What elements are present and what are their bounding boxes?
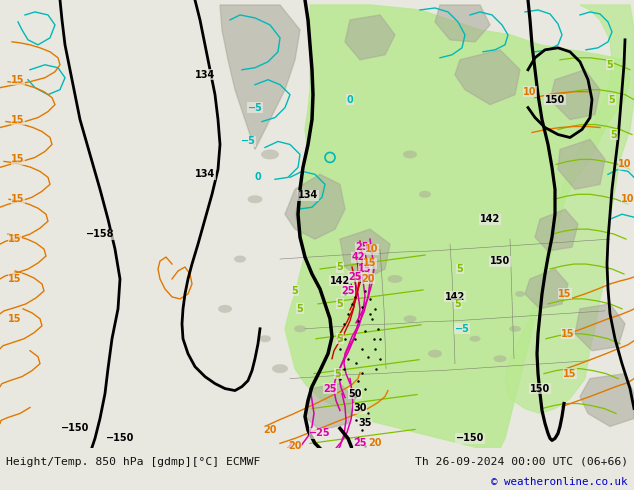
Text: 10: 10 [621, 194, 634, 204]
Text: 25: 25 [323, 384, 337, 393]
Text: 30: 30 [353, 403, 366, 414]
Text: 5: 5 [609, 95, 616, 105]
Text: −5: −5 [240, 137, 256, 147]
Ellipse shape [261, 149, 279, 159]
Polygon shape [220, 5, 300, 149]
Text: 20: 20 [368, 439, 382, 448]
Text: 134: 134 [298, 190, 318, 200]
Ellipse shape [515, 291, 525, 297]
Polygon shape [345, 15, 395, 60]
Text: 15: 15 [11, 194, 25, 204]
Polygon shape [285, 5, 630, 448]
Text: 15: 15 [563, 368, 577, 379]
Text: 15: 15 [11, 115, 25, 124]
Text: 25: 25 [353, 439, 366, 448]
Ellipse shape [234, 256, 246, 263]
Ellipse shape [294, 325, 306, 332]
Text: 15: 15 [8, 234, 22, 244]
Text: 5: 5 [337, 262, 344, 272]
Text: −5: −5 [455, 324, 469, 334]
Text: 25: 25 [341, 286, 355, 296]
Polygon shape [285, 174, 345, 239]
Polygon shape [340, 229, 390, 279]
Text: 15: 15 [561, 329, 575, 339]
Ellipse shape [247, 196, 262, 203]
Text: 20: 20 [361, 274, 375, 284]
Text: 142: 142 [330, 276, 350, 286]
Text: 5: 5 [297, 304, 304, 314]
Text: 15: 15 [363, 258, 377, 268]
Text: 5: 5 [337, 299, 344, 309]
Text: 142: 142 [480, 214, 500, 224]
Text: 150: 150 [530, 384, 550, 393]
Text: 15: 15 [8, 274, 22, 284]
Ellipse shape [259, 335, 271, 342]
Text: 20: 20 [288, 441, 302, 451]
Text: 5: 5 [455, 299, 462, 309]
Text: −150: −150 [456, 433, 484, 443]
Text: 0: 0 [347, 95, 353, 105]
Text: 0: 0 [255, 172, 261, 182]
Ellipse shape [470, 336, 481, 342]
Ellipse shape [509, 326, 521, 332]
Polygon shape [575, 304, 625, 351]
Text: 15: 15 [559, 289, 572, 299]
Text: 5: 5 [335, 368, 341, 379]
Ellipse shape [428, 350, 442, 358]
Text: 150: 150 [545, 95, 565, 105]
Text: 10: 10 [523, 87, 537, 97]
Polygon shape [455, 50, 520, 105]
Ellipse shape [419, 191, 431, 198]
Text: 20: 20 [263, 425, 277, 436]
Text: 50: 50 [348, 389, 362, 398]
Text: 134: 134 [195, 170, 215, 179]
Ellipse shape [272, 364, 288, 373]
Text: 10: 10 [618, 159, 631, 170]
Polygon shape [550, 70, 600, 120]
Ellipse shape [387, 275, 403, 283]
Text: 42: 42 [351, 252, 365, 262]
Ellipse shape [449, 295, 461, 302]
Text: 150: 150 [490, 256, 510, 266]
Text: 15: 15 [8, 314, 22, 324]
Polygon shape [305, 384, 355, 430]
Text: 5: 5 [611, 129, 618, 140]
Text: −5: −5 [247, 102, 262, 113]
Text: 5: 5 [292, 286, 299, 296]
Text: Height/Temp. 850 hPa [gdmp][°C] ECMWF: Height/Temp. 850 hPa [gdmp][°C] ECMWF [6, 457, 261, 466]
Ellipse shape [493, 355, 507, 362]
Text: 134: 134 [195, 70, 215, 80]
Text: Th 26-09-2024 00:00 UTC (06+66): Th 26-09-2024 00:00 UTC (06+66) [415, 457, 628, 466]
Polygon shape [580, 373, 634, 426]
Ellipse shape [218, 305, 232, 313]
Polygon shape [435, 5, 490, 42]
Polygon shape [558, 140, 605, 189]
Text: 25: 25 [348, 272, 362, 282]
Polygon shape [505, 5, 634, 414]
Text: −158: −158 [86, 229, 114, 239]
Text: 15: 15 [11, 74, 25, 85]
Text: 5: 5 [607, 60, 613, 70]
Text: −25: −25 [309, 428, 331, 439]
Polygon shape [535, 209, 578, 251]
Text: 142: 142 [445, 292, 465, 302]
Text: 25: 25 [355, 242, 369, 252]
Text: 35: 35 [358, 418, 372, 428]
Text: 10: 10 [365, 244, 378, 254]
Text: 5: 5 [337, 334, 344, 344]
Ellipse shape [403, 316, 417, 322]
Ellipse shape [403, 150, 417, 158]
Text: 5: 5 [456, 264, 463, 274]
Text: −150: −150 [106, 433, 134, 443]
Polygon shape [525, 269, 568, 309]
Text: 15: 15 [358, 264, 372, 274]
Text: −150: −150 [61, 423, 89, 434]
Text: 15: 15 [11, 154, 25, 165]
Text: © weatheronline.co.uk: © weatheronline.co.uk [491, 477, 628, 487]
